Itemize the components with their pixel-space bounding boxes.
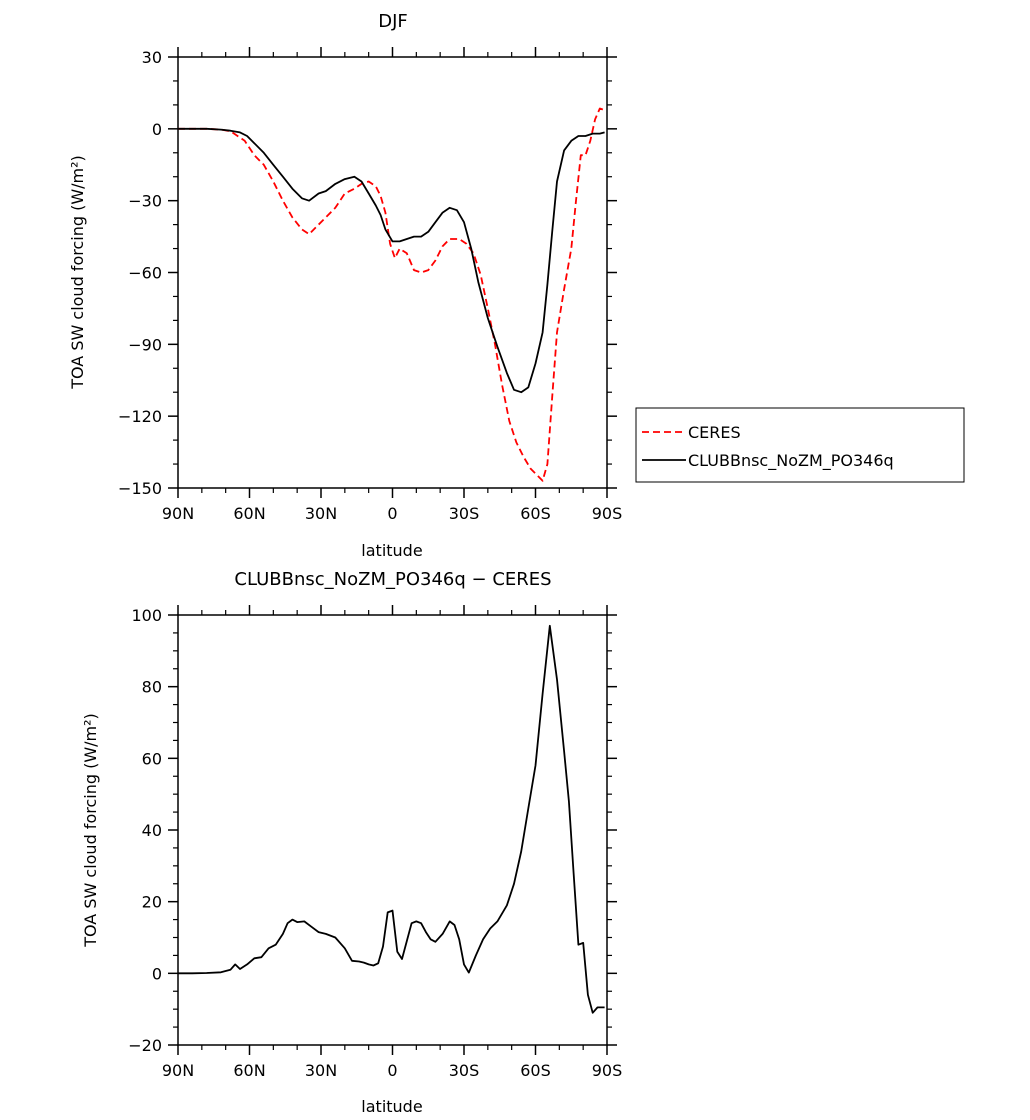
x-tick-label: 30N [305, 504, 337, 523]
y-tick-label: 100 [131, 606, 162, 625]
x-tick-label: 60S [520, 504, 551, 523]
x-tick-label: 30S [449, 504, 480, 523]
x-tick-label: 30S [449, 1061, 480, 1080]
x-tick-label: 60N [233, 504, 265, 523]
data-series [178, 107, 605, 482]
series-line-clubbnsc-nozm-po346q [178, 127, 605, 394]
x-tick-label: 60S [520, 1061, 551, 1080]
y-axis-label: TOA SW cloud forcing (W/m²) [68, 155, 87, 390]
x-axis-label: latitude [361, 541, 422, 560]
panel-title: DJF [378, 11, 408, 32]
x-tick-label: 90N [162, 504, 194, 523]
y-tick-label: 30 [142, 48, 162, 67]
y-tick-label: −90 [128, 335, 162, 354]
y-tick-label: 40 [142, 821, 162, 840]
y-tick-label: −20 [128, 1036, 162, 1055]
legend-box [635, 407, 965, 483]
panel-title: CLUBBnsc_NoZM_PO346q − CERES [234, 569, 551, 590]
djf-panel: DJF 90N 60N 30N 0 30S 60S 90S 30 0 −30 −60 −90 −120… [68, 11, 965, 560]
x-tick-label: 0 [387, 504, 397, 523]
x-tick-label: 30N [305, 1061, 337, 1080]
y-tick-label: −30 [128, 192, 162, 211]
plot-frame [177, 614, 608, 1046]
series-line-difference [178, 624, 605, 1014]
tick-marks [168, 47, 617, 498]
y-tick-label: −120 [118, 407, 162, 426]
plot-frame [177, 56, 608, 489]
difference-panel: CLUBBnsc_NoZM_PO346q − CERES 90N 60N 30N 0 3… [81, 569, 622, 1116]
tick-marks [168, 605, 617, 1055]
y-tick-label: 0 [152, 120, 162, 139]
x-axis-label: latitude [361, 1097, 422, 1116]
series-line-ceres [178, 107, 604, 482]
x-tick-label: 90N [162, 1061, 194, 1080]
y-tick-label: 20 [142, 893, 162, 912]
x-tick-label: 90S [592, 1061, 623, 1080]
x-tick-labels: 90N 60N 30N 0 30S 60S 90S [162, 1061, 622, 1080]
x-tick-labels: 90N 60N 30N 0 30S 60S 90S [162, 504, 622, 523]
x-tick-label: 0 [387, 1061, 397, 1080]
legend-label-model: CLUBBnsc_NoZM_PO346q [688, 451, 894, 471]
y-tick-labels: 30 0 −30 −60 −90 −120 −150 [118, 48, 162, 498]
data-series [178, 624, 605, 1014]
y-tick-label: −60 [128, 264, 162, 283]
y-axis-label: TOA SW cloud forcing (W/m²) [81, 713, 100, 948]
legend: CERES CLUBBnsc_NoZM_PO346q [635, 407, 965, 483]
y-tick-label: 80 [142, 678, 162, 697]
y-tick-labels: 100 80 60 40 20 0 −20 [128, 606, 162, 1055]
y-tick-label: −150 [118, 479, 162, 498]
x-tick-label: 60N [233, 1061, 265, 1080]
legend-label-ceres: CERES [688, 423, 741, 442]
y-tick-label: 0 [152, 964, 162, 983]
y-tick-label: 60 [142, 749, 162, 768]
x-tick-label: 90S [592, 504, 623, 523]
